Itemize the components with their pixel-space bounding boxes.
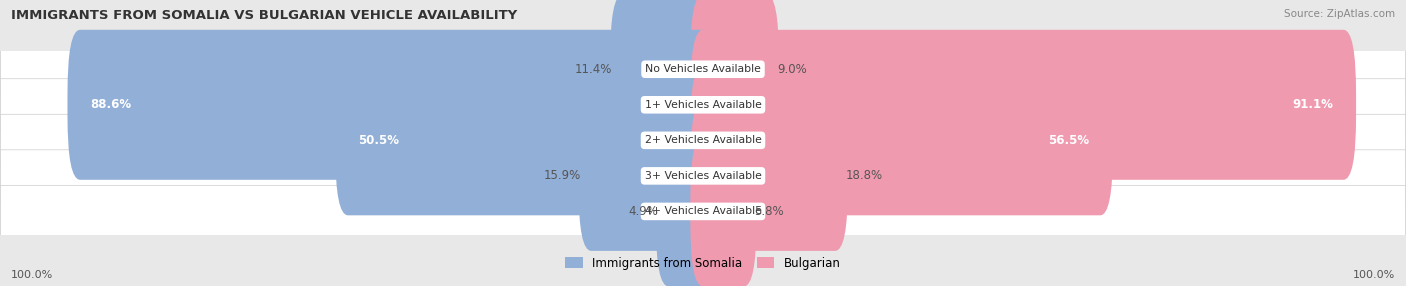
FancyBboxPatch shape xyxy=(0,43,1406,95)
FancyBboxPatch shape xyxy=(579,101,716,251)
FancyBboxPatch shape xyxy=(0,114,1406,166)
FancyBboxPatch shape xyxy=(690,101,848,251)
Text: 11.4%: 11.4% xyxy=(575,63,613,76)
FancyBboxPatch shape xyxy=(690,65,1114,215)
Legend: Immigrants from Somalia, Bulgarian: Immigrants from Somalia, Bulgarian xyxy=(561,252,845,274)
Text: 4+ Vehicles Available: 4+ Vehicles Available xyxy=(644,206,762,217)
Text: IMMIGRANTS FROM SOMALIA VS BULGARIAN VEHICLE AVAILABILITY: IMMIGRANTS FROM SOMALIA VS BULGARIAN VEH… xyxy=(11,9,517,21)
FancyBboxPatch shape xyxy=(336,65,716,215)
Text: 100.0%: 100.0% xyxy=(11,270,53,280)
Text: 50.5%: 50.5% xyxy=(359,134,399,147)
FancyBboxPatch shape xyxy=(690,136,756,286)
Text: 56.5%: 56.5% xyxy=(1049,134,1090,147)
FancyBboxPatch shape xyxy=(0,150,1406,202)
Text: 1+ Vehicles Available: 1+ Vehicles Available xyxy=(644,100,762,110)
Text: 4.9%: 4.9% xyxy=(628,205,658,218)
Text: 15.9%: 15.9% xyxy=(544,169,581,182)
Text: 100.0%: 100.0% xyxy=(1353,270,1395,280)
Text: Source: ZipAtlas.com: Source: ZipAtlas.com xyxy=(1284,9,1395,19)
FancyBboxPatch shape xyxy=(610,0,716,144)
FancyBboxPatch shape xyxy=(67,30,716,180)
FancyBboxPatch shape xyxy=(655,136,716,286)
Text: 3+ Vehicles Available: 3+ Vehicles Available xyxy=(644,171,762,181)
FancyBboxPatch shape xyxy=(0,79,1406,131)
FancyBboxPatch shape xyxy=(690,0,779,144)
Text: 9.0%: 9.0% xyxy=(778,63,807,76)
Text: 91.1%: 91.1% xyxy=(1292,98,1333,111)
Text: 88.6%: 88.6% xyxy=(91,98,132,111)
Text: No Vehicles Available: No Vehicles Available xyxy=(645,64,761,74)
FancyBboxPatch shape xyxy=(0,185,1406,237)
Text: 18.8%: 18.8% xyxy=(846,169,883,182)
Text: 5.8%: 5.8% xyxy=(754,205,785,218)
Text: 2+ Vehicles Available: 2+ Vehicles Available xyxy=(644,135,762,145)
FancyBboxPatch shape xyxy=(690,30,1355,180)
